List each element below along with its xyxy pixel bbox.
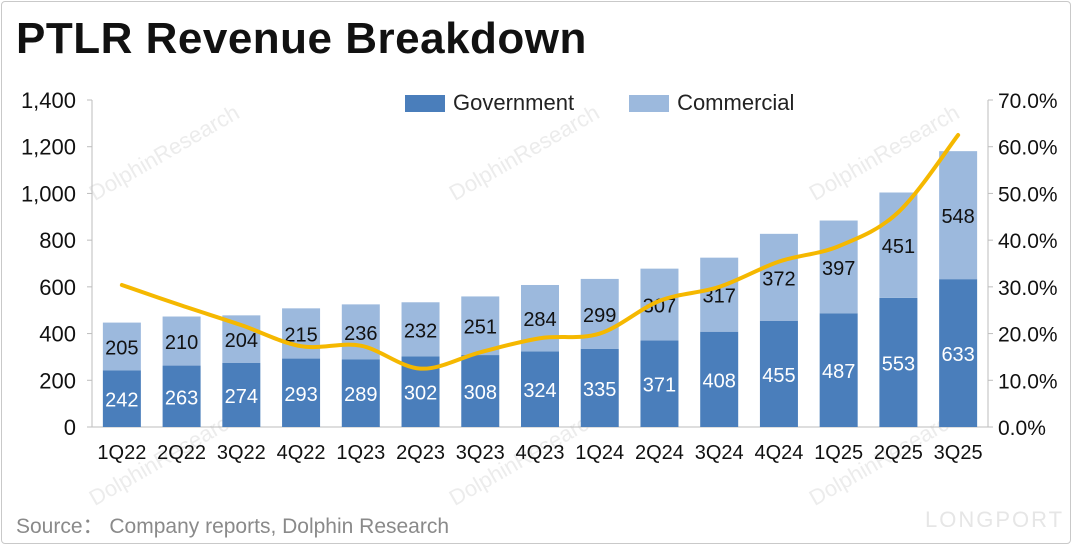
y2-tick-label: 10.0% [998,370,1058,393]
legend-label-government: Government [453,90,575,115]
bar-government [341,359,380,427]
bar-commercial [162,316,201,366]
data-label-commercial: 215 [284,324,317,346]
bar-government [461,355,500,427]
data-label-government: 308 [464,382,497,404]
data-label-government: 487 [822,361,855,383]
data-label-commercial: 548 [941,206,974,228]
x-tick-label: 1Q24 [575,442,624,464]
bar-government [640,340,679,427]
x-tick-label: 2Q23 [396,442,445,464]
bar-government [879,297,918,427]
bar-commercial [939,151,978,280]
x-tick-label: 3Q25 [934,442,983,464]
source-note: Source： Company reports, Dolphin Researc… [16,515,450,538]
bar-commercial [401,302,440,357]
watermark-logo: LONGPORT [925,507,1065,532]
data-label-commercial: 236 [344,323,377,345]
data-label-commercial: 451 [882,236,915,258]
legend-swatch-commercial [629,94,670,112]
x-tick-label: 2Q22 [157,442,206,464]
data-label-commercial: 284 [523,309,556,331]
y2-tick-label: 20.0% [998,324,1058,347]
bar-government [939,279,978,427]
bar-commercial [102,322,141,371]
line-series [119,133,961,371]
bar-commercial [700,257,739,332]
x-tick-label: 4Q24 [754,442,803,464]
chart-title: PTLR Revenue Breakdown [16,14,587,63]
y2-tick-label: 70.0% [998,90,1058,113]
x-tick-label: 2Q25 [874,442,923,464]
bar-government [700,331,739,427]
bar-government [162,365,201,427]
x-tick-label: 2Q24 [635,442,684,464]
x-tick-label: 4Q23 [516,442,565,464]
legend: Government Commercial [405,90,849,116]
y-tick-label: 600 [39,275,76,300]
data-label-government: 408 [703,370,736,392]
y2-tick-label: 0.0% [998,417,1046,440]
data-label-government: 335 [583,379,616,401]
x-tick-label: 3Q24 [695,442,744,464]
y2-tick-label: 50.0% [998,183,1058,206]
y-tick-label: 1,400 [21,88,76,113]
bar-government [819,313,858,427]
legend-item-government: Government [405,90,574,116]
bar-commercial [461,296,500,356]
x-tick-label: 3Q22 [217,442,266,464]
y-tick-label: 200 [39,368,76,393]
y-tick-label: 0 [64,415,76,440]
data-label-commercial: 232 [404,320,437,342]
data-label-commercial: 205 [105,338,138,360]
x-tick-label: 3Q23 [456,442,505,464]
x-tick-label: 1Q23 [336,442,385,464]
bar-government [580,348,619,427]
data-label-government: 242 [105,390,138,412]
y-tick-label: 400 [39,322,76,347]
data-label-government: 371 [643,375,676,397]
data-label-commercial: 299 [583,305,616,327]
legend-swatch-government [405,94,445,112]
data-label-commercial: 397 [822,258,855,280]
legend-label-commercial: Commercial [677,90,795,115]
y2-tick-label: 40.0% [998,230,1058,253]
y-tick-label: 1,200 [21,135,76,160]
bar-commercial [282,308,321,359]
y-tick-label: 800 [39,228,76,253]
bar-government [521,351,559,427]
y2-tick-label: 60.0% [998,137,1058,160]
bar-government [102,370,141,427]
data-label-government: 302 [404,383,437,405]
data-label-government: 263 [165,387,198,409]
bar-government [222,363,261,427]
data-label-commercial: 204 [225,330,258,352]
data-label-government: 553 [882,353,915,375]
data-label-government: 274 [225,386,258,408]
bar-commercial [640,268,679,341]
data-label-commercial: 372 [762,268,795,290]
data-label-government: 455 [762,365,795,387]
y2-tick-label: 30.0% [998,277,1058,300]
data-label-commercial: 210 [165,332,198,354]
legend-item-commercial: Commercial [629,90,794,116]
x-tick-label: 1Q25 [814,442,863,464]
bar-commercial [819,220,858,314]
bar-government [282,358,321,427]
y-tick-label: 1,000 [21,181,76,206]
bar-government [759,320,798,427]
data-label-government: 293 [284,384,317,406]
data-label-government: 289 [344,384,377,406]
bar-commercial [759,233,798,321]
data-label-commercial: 251 [464,317,497,339]
data-label-government: 633 [941,344,974,366]
data-label-government: 324 [523,380,556,402]
data-label-commercial: 307 [643,295,676,317]
x-tick-label: 4Q22 [277,442,326,464]
x-tick-label: 1Q22 [97,442,146,464]
